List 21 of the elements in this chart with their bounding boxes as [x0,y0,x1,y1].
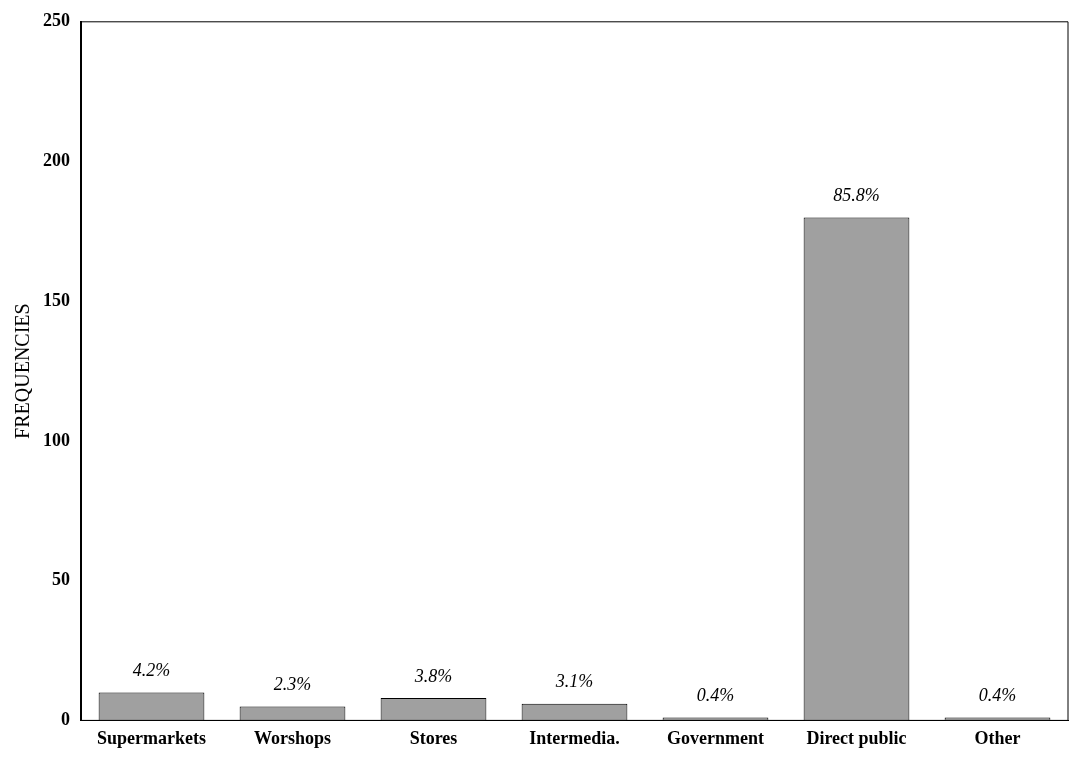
y-tick-label: 0 [61,709,70,730]
annotation: 3.8% [413,665,453,686]
y-axis-title: FREQUENCIES [11,303,34,439]
x-tick-label: Government [667,727,764,748]
annotation: 3.1% [554,671,594,692]
x-tick-label: Supermarkets [97,727,206,748]
x-tick-label: Worshops [253,727,332,748]
annotation: 2.3% [273,674,312,695]
annotation: 0.4% [978,685,1017,706]
annotation: 0.4% [696,685,735,706]
x-tick-label: Intermedia. [529,727,620,748]
y-tick-label: 100 [43,429,70,450]
y-tick-label: 50 [52,569,70,590]
x-tick-label: Stores [409,727,458,748]
y-tick-label: 200 [43,150,70,171]
annotation: 85.8% [833,185,880,206]
annotation: 4.2% [132,660,171,681]
y-tick-label: 250 [43,10,70,31]
x-tick-label: Direct public [806,727,907,748]
x-tick-label: Other [974,727,1021,748]
y-tick-label: 150 [43,289,70,310]
